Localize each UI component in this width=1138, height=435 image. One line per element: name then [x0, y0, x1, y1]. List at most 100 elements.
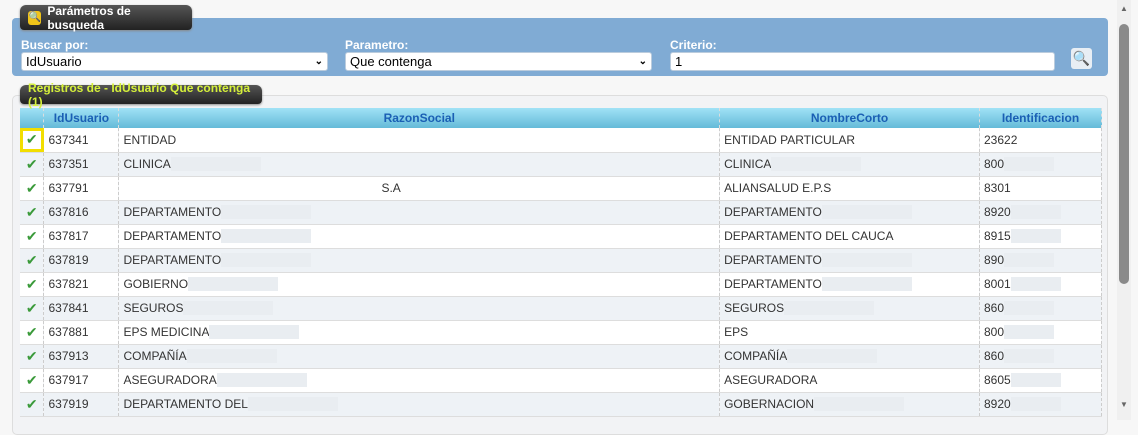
- table-row[interactable]: ✔ 637841 SEGUROS SEGUROS 860: [20, 296, 1102, 321]
- cell-idusuario: 637816: [43, 200, 120, 225]
- cell-identificacion: 8920: [984, 396, 1011, 411]
- chevron-down-icon: ⌄: [314, 56, 323, 67]
- cell-identificacion: 8001: [984, 276, 1011, 291]
- search-params-tab: 🔍 Parámetros de busqueda: [20, 3, 192, 32]
- scroll-down-icon[interactable]: ▼: [1120, 400, 1128, 409]
- table-row[interactable]: ✔ 637919 DEPARTAMENTO DEL GOBERNACION 89…: [20, 392, 1102, 417]
- search-button[interactable]: 🔍: [1071, 48, 1092, 69]
- select-check-icon[interactable]: ✔: [20, 248, 45, 273]
- redacted-block: [1010, 373, 1061, 388]
- cell-idusuario: 637341: [43, 128, 120, 153]
- cell-razonsocial: DEPARTAMENTO: [123, 252, 222, 267]
- redacted-block: [1004, 349, 1055, 364]
- cell-idusuario: 637913: [43, 344, 120, 369]
- cell-razonsocial: COMPAÑÍA: [123, 348, 187, 363]
- select-check-icon[interactable]: ✔: [20, 320, 45, 345]
- cell-identificacion: 23622: [984, 132, 1018, 147]
- cell-identificacion: 800: [984, 324, 1005, 339]
- cell-razonsocial: S.A: [381, 181, 401, 195]
- redacted-block: [247, 397, 338, 412]
- redacted-block: [1004, 157, 1055, 172]
- table-row[interactable]: ✔ 637819 DEPARTAMENTO DEPARTAMENTO 890: [20, 248, 1102, 273]
- redacted-block: [209, 325, 300, 340]
- search-icon: 🔍: [28, 10, 42, 25]
- parametro-select[interactable]: Que contenga ⌄: [345, 52, 652, 71]
- select-check-icon[interactable]: ✔: [20, 272, 45, 297]
- select-check-icon[interactable]: ✔: [20, 152, 45, 177]
- select-check-icon[interactable]: ✔: [20, 368, 45, 393]
- scrollbar[interactable]: ▲ ▼: [1117, 0, 1131, 420]
- table-row[interactable]: ✔ 637791 S.A ALIANSALUD E.P.S 8301: [20, 176, 1102, 201]
- select-check-icon[interactable]: ✔: [20, 128, 45, 153]
- table-row[interactable]: ✔ 637341 ENTIDAD ENTIDAD PARTICULAR 2362…: [20, 128, 1102, 153]
- scroll-up-icon[interactable]: ▲: [1120, 4, 1128, 13]
- cell-razonsocial: CLINICA: [123, 156, 171, 171]
- col-identificacion[interactable]: Identificacion: [979, 108, 1102, 128]
- cell-idusuario: 637819: [43, 248, 120, 273]
- criterio-value: 1: [675, 54, 683, 69]
- magnifier-icon: 🔍: [1072, 50, 1091, 66]
- table-row[interactable]: ✔ 637881 EPS MEDICINA EPS 800: [20, 320, 1102, 345]
- select-check-icon[interactable]: ✔: [20, 392, 45, 417]
- buscar-select[interactable]: IdUsuario ⌄: [21, 52, 328, 71]
- cell-nombrecorto: COMPAÑÍA: [724, 348, 788, 363]
- results-tab: Registros de - IdUsuario Que contenga (1…: [20, 81, 262, 109]
- table-row[interactable]: ✔ 637817 DEPARTAMENTO DEPARTAMENTO DEL C…: [20, 224, 1102, 249]
- cell-nombrecorto: DEPARTAMENTO: [724, 276, 822, 291]
- cell-nombrecorto: DEPARTAMENTO: [724, 252, 822, 267]
- redacted-block: [170, 157, 261, 172]
- table-row[interactable]: ✔ 637816 DEPARTAMENTO DEPARTAMENTO 8920: [20, 200, 1102, 225]
- redacted-block: [188, 277, 279, 292]
- cell-nombrecorto: ASEGURADORA: [724, 373, 818, 387]
- cell-nombrecorto: ENTIDAD PARTICULAR: [724, 132, 855, 147]
- cell-idusuario: 637817: [43, 224, 120, 249]
- cell-identificacion: 860: [984, 348, 1005, 363]
- cell-razonsocial: GOBIERNO: [123, 276, 189, 291]
- redacted-block: [821, 253, 912, 268]
- redacted-block: [183, 301, 274, 316]
- redacted-block: [771, 157, 862, 172]
- parametro-value: Que contenga: [350, 54, 432, 69]
- redacted-block: [1004, 301, 1055, 316]
- redacted-block: [1004, 253, 1055, 268]
- redacted-block: [1004, 325, 1055, 340]
- table-row[interactable]: ✔ 637351 CLINICA CLINICA 800: [20, 152, 1102, 177]
- cell-razonsocial: SEGUROS: [123, 300, 184, 315]
- redacted-block: [221, 229, 312, 244]
- cell-nombrecorto: EPS: [724, 325, 749, 339]
- redacted-block: [814, 397, 905, 412]
- buscar-label: Buscar por:: [21, 38, 89, 52]
- col-select: [20, 108, 45, 128]
- cell-nombrecorto: ALIANSALUD E.P.S: [724, 181, 832, 195]
- cell-nombrecorto: DEPARTAMENTO: [724, 204, 822, 219]
- redacted-block: [1010, 229, 1061, 244]
- col-nombrecorto[interactable]: NombreCorto: [719, 108, 980, 128]
- criterio-input[interactable]: 1: [670, 52, 1055, 71]
- buscar-value: IdUsuario: [26, 54, 82, 69]
- search-params-title: Parámetros de busqueda: [47, 3, 131, 32]
- select-check-icon[interactable]: ✔: [20, 200, 45, 225]
- redacted-block: [1010, 277, 1061, 292]
- redacted-block: [821, 205, 912, 220]
- select-check-icon[interactable]: ✔: [20, 224, 45, 249]
- cell-idusuario: 637351: [43, 152, 120, 177]
- cell-idusuario: 637881: [43, 320, 120, 345]
- redacted-block: [216, 373, 307, 388]
- cell-identificacion: 8605: [984, 372, 1011, 387]
- select-check-icon[interactable]: ✔: [20, 344, 45, 369]
- table-row[interactable]: ✔ 637913 COMPAÑÍA COMPAÑÍA 860: [20, 344, 1102, 369]
- cell-idusuario: 637919: [43, 392, 120, 417]
- redacted-block: [787, 349, 878, 364]
- col-razonsocial[interactable]: RazonSocial: [118, 108, 721, 128]
- redacted-block: [784, 301, 875, 316]
- cell-razonsocial: ENTIDAD: [123, 132, 177, 147]
- table-row[interactable]: ✔ 637821 GOBIERNO DEPARTAMENTO 8001: [20, 272, 1102, 297]
- col-idusuario[interactable]: IdUsuario: [43, 108, 120, 128]
- table-row[interactable]: ✔ 637917 ASEGURADORA ASEGURADORA 8605: [20, 368, 1102, 393]
- cell-idusuario: 637841: [43, 296, 120, 321]
- cell-razonsocial: EPS MEDICINA: [123, 324, 210, 339]
- scrollbar-thumb[interactable]: [1119, 24, 1129, 284]
- results-table: IdUsuario RazonSocial NombreCorto Identi…: [20, 108, 1102, 417]
- select-check-icon[interactable]: ✔: [20, 176, 45, 201]
- select-check-icon[interactable]: ✔: [20, 296, 45, 321]
